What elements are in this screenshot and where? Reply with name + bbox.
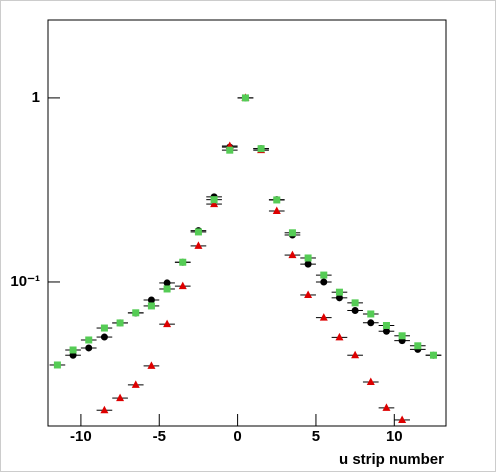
point (116, 319, 124, 327)
point (163, 279, 171, 287)
point (100, 333, 108, 341)
point (319, 313, 328, 321)
point (147, 296, 155, 304)
point (335, 294, 343, 302)
point (147, 361, 156, 369)
x-axis-label: u strip number (339, 451, 444, 468)
point (179, 258, 187, 266)
point (367, 319, 375, 327)
point (335, 288, 343, 296)
point (382, 403, 391, 411)
point (398, 332, 406, 340)
point (367, 310, 375, 318)
point (272, 206, 281, 214)
point (178, 281, 187, 290)
point (414, 342, 422, 350)
point (320, 271, 328, 279)
x-tick-label: -10 (70, 428, 92, 445)
point (116, 393, 125, 402)
point (85, 344, 93, 352)
x-tick-label: 5 (312, 428, 320, 445)
point (210, 196, 218, 204)
frame (47, 19, 447, 427)
y-tick-label: 1 (32, 89, 40, 106)
point (382, 327, 390, 335)
y-tick-label: 10⁻¹ (10, 273, 40, 290)
point (398, 415, 407, 423)
point (288, 229, 296, 237)
point (335, 332, 344, 341)
point (351, 299, 359, 307)
point (304, 290, 313, 298)
x-tick-label: -5 (153, 428, 166, 445)
point (351, 350, 360, 359)
point (304, 260, 312, 268)
point (366, 377, 375, 386)
point (320, 278, 328, 286)
point (163, 319, 172, 328)
point (304, 254, 312, 262)
point (382, 322, 390, 330)
x-tick-label: 0 (233, 428, 241, 445)
point (132, 309, 140, 317)
point (100, 324, 108, 332)
x-tick-label: 10 (386, 428, 403, 445)
point (226, 146, 234, 154)
point (163, 285, 171, 293)
point (85, 336, 93, 344)
point (194, 228, 202, 236)
point (69, 346, 77, 354)
point (351, 306, 359, 314)
point (194, 241, 203, 249)
point (131, 380, 140, 388)
point (241, 94, 249, 102)
point (210, 199, 219, 208)
point (147, 302, 155, 310)
point (53, 361, 61, 369)
point (273, 196, 281, 204)
point (100, 405, 109, 414)
point (288, 250, 297, 259)
point (429, 351, 437, 359)
point (257, 145, 265, 153)
